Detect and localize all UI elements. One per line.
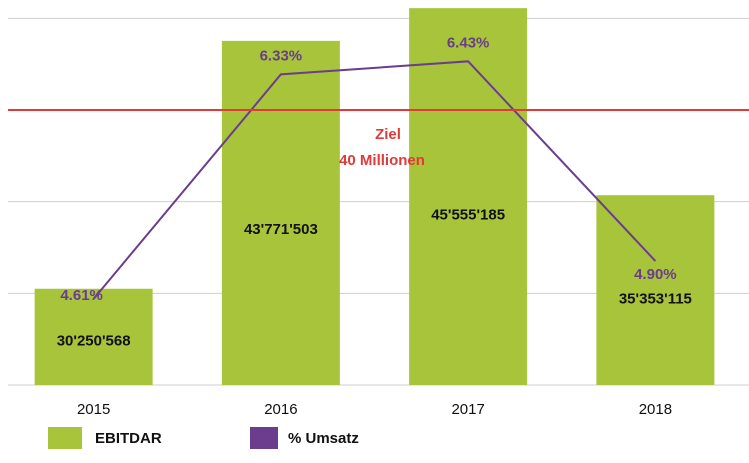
legend-swatch (250, 427, 278, 449)
legend-swatch (48, 427, 82, 449)
bar-value-label: 45'555'185 (431, 206, 505, 223)
line (92, 60, 657, 300)
line-value-label: 6.43% (447, 34, 490, 51)
line-value-label: 4.61% (60, 287, 103, 304)
target-label: Ziel (375, 126, 401, 143)
x-tick-label: 2018 (639, 401, 672, 418)
legend-label: % Umsatz (288, 430, 359, 447)
bar-value-label: 30'250'568 (57, 333, 131, 350)
bar (596, 195, 715, 385)
target-label: 40 Millionen (339, 152, 425, 169)
x-tick-label: 2015 (77, 401, 110, 418)
line-value-label: 6.33% (260, 47, 303, 64)
bar-value-label: 43'771'503 (244, 221, 318, 238)
x-tick-label: 2016 (264, 401, 297, 418)
line-value-label: 4.90% (634, 266, 677, 283)
bar (409, 8, 528, 386)
bar (34, 288, 153, 385)
bar-value-label: 35'353'115 (619, 291, 692, 308)
bar (221, 40, 340, 386)
x-tick-label: 2017 (451, 401, 484, 418)
legend-label: EBITDAR (95, 430, 162, 447)
